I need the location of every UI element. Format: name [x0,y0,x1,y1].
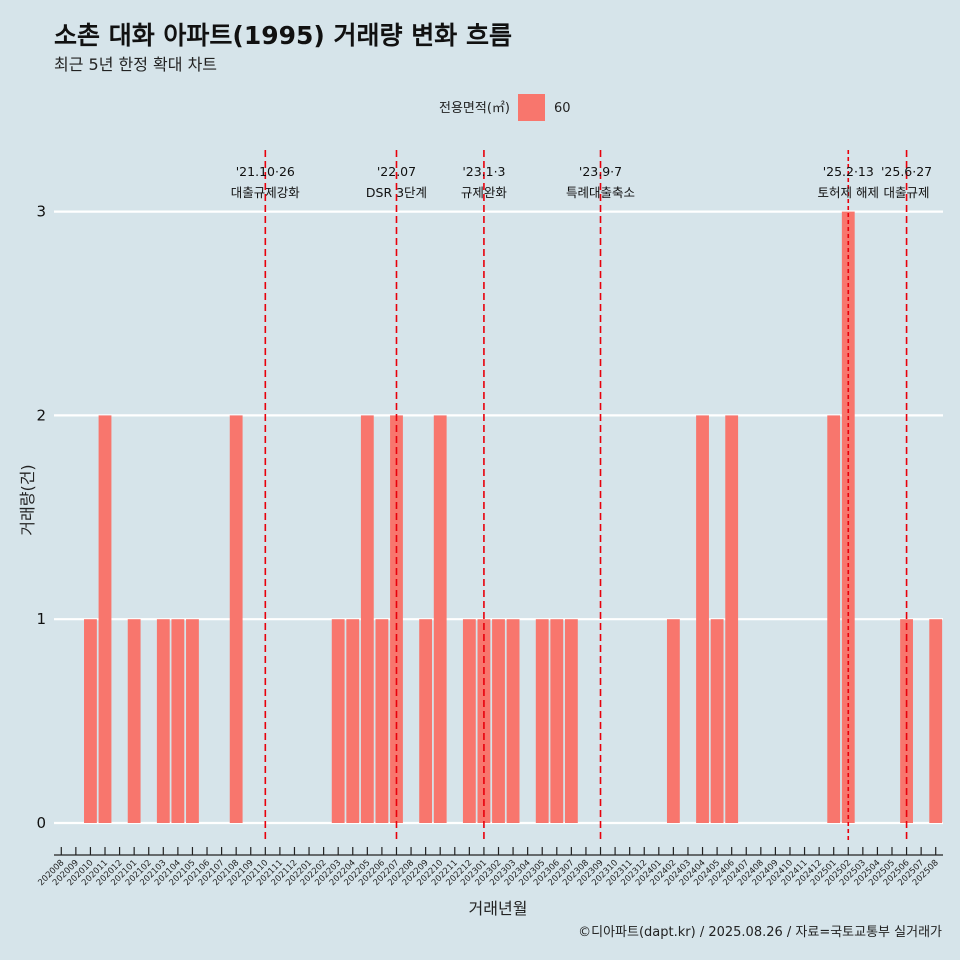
legend-title: 전용면적(㎡) [439,101,510,116]
bar [929,619,943,823]
bar [360,415,374,823]
bar [564,619,578,823]
bar [550,619,564,823]
bar [98,415,112,823]
bar [696,415,709,823]
bar [171,619,185,823]
bar [390,415,403,823]
bar [492,619,505,823]
bar [827,415,841,823]
event-date-label: '23.9·7 [579,164,622,179]
chart-subtitle: 최근 5년 한정 확대 차트 [54,55,217,74]
event-date-label: '22.07 [377,164,416,179]
y-axis-title: 거래량(건) [18,464,37,535]
bar [535,619,549,823]
bar [477,619,491,823]
event-date-label: '25.6·27 [881,164,932,179]
bar [84,619,97,823]
y-tick-label: 1 [36,610,46,628]
bar [666,619,680,823]
event-desc-label: 대출규제강화 [231,185,301,200]
bar [346,619,360,823]
bar [900,619,913,823]
event-date-label: '23.1·3 [462,164,505,179]
bar [710,619,724,823]
caption: ©디아파트(dapt.kr) / 2025.08.26 / 자료=국토교통부 실… [578,925,942,940]
event-desc-label: 특례대출축소 [566,185,635,200]
bar [127,619,141,823]
bar [229,415,243,823]
y-axis-ticks: 0 1 2 3 [36,203,46,832]
y-tick-label: 2 [36,406,46,424]
bar [375,619,389,823]
event-date-label: '21.10·26 [236,164,295,179]
bar [331,619,345,823]
event-desc-label: DSR 3단계 [366,185,427,200]
bar [725,415,739,823]
legend-item-label: 60 [554,101,571,116]
bar [506,619,520,823]
event-lines: '21.10·26 대출규제강화 '22.07 DSR 3단계 '23.1·3 규제완화 '… [231,150,932,843]
bar [462,619,476,823]
chart-title: 소촌 대화 아파트(1995) 거래량 변화 흐름 [54,21,512,50]
legend: 전용면적(㎡) 60 [439,94,571,121]
event-desc-label: 대출규제 [884,185,930,200]
event-date-label: '25.2·13 [823,164,874,179]
bar [156,619,170,823]
bar [433,415,447,823]
event-desc-label: 토허제 해제 [818,185,879,200]
bars [84,211,943,824]
legend-swatch [518,94,545,121]
y-tick-label: 3 [36,203,46,221]
x-axis: 2020082020092020102020112020122021012021… [36,847,943,888]
bar [419,619,433,823]
bar [186,619,199,823]
event-desc-label: 규제완화 [461,185,508,200]
x-axis-title: 거래년월 [469,899,528,918]
y-tick-label: 0 [36,814,46,832]
